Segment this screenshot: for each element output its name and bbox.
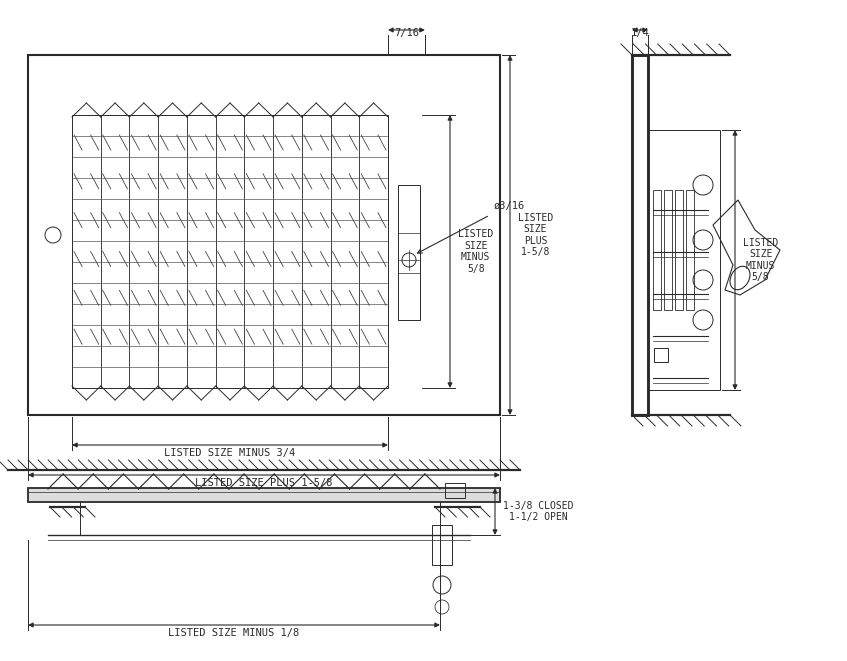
Polygon shape xyxy=(28,488,500,502)
Text: LISTED SIZE MINUS 3/4: LISTED SIZE MINUS 3/4 xyxy=(164,448,296,458)
Text: LISTED
SIZE
PLUS
1-5/8: LISTED SIZE PLUS 1-5/8 xyxy=(518,213,553,257)
Text: 1/4: 1/4 xyxy=(631,28,650,38)
Text: ø3/16: ø3/16 xyxy=(494,201,525,211)
Text: 1-3/8 CLOSED
1-1/2 OPEN: 1-3/8 CLOSED 1-1/2 OPEN xyxy=(503,500,573,522)
Text: 7/16: 7/16 xyxy=(394,28,419,38)
Text: LISTED SIZE PLUS 1-5/8: LISTED SIZE PLUS 1-5/8 xyxy=(196,478,333,488)
Text: LISTED SIZE MINUS 1/8: LISTED SIZE MINUS 1/8 xyxy=(169,628,300,638)
Bar xyxy=(654,348,668,362)
Text: LISTED
SIZE
MINUS
5/8: LISTED SIZE MINUS 5/8 xyxy=(458,229,493,274)
Text: LISTED
SIZE
MINUS
5/8: LISTED SIZE MINUS 5/8 xyxy=(743,237,778,282)
